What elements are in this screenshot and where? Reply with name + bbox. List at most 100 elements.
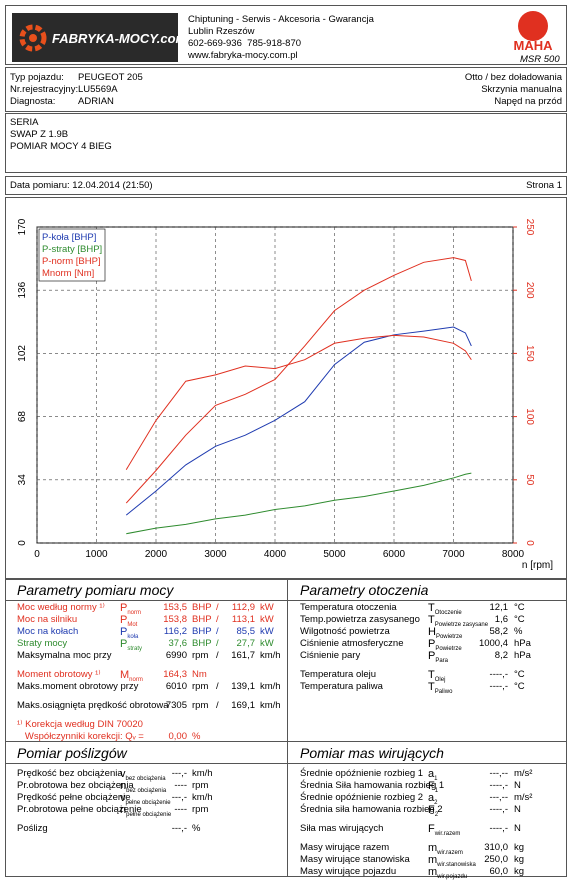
y-tick-label: 102 xyxy=(17,345,28,362)
x-tick-label: 0 xyxy=(34,549,40,560)
series-line: POMIAR MOCY 4 BIEG xyxy=(10,141,112,152)
row-label: Prędkość pełne obciążenie xyxy=(17,792,131,803)
row-label: Maksymalna moc przy xyxy=(17,650,112,661)
divider xyxy=(287,579,288,877)
section-title: Parametry otoczenia xyxy=(300,582,429,598)
value: 310,0 xyxy=(484,842,508,853)
value: 37,6 xyxy=(168,638,188,649)
symbol: TOlej xyxy=(428,669,446,684)
symbol: mwir.pojazdu xyxy=(428,866,468,881)
symbol-sub: straty xyxy=(127,646,143,653)
model: MSR 500 xyxy=(520,54,560,65)
symbol: Pnorm xyxy=(120,602,142,617)
row-label: Wilgotność powietrza xyxy=(300,626,390,637)
symbol-sub: Mot xyxy=(127,622,138,629)
unit: BHP xyxy=(192,638,212,649)
symbol-sub: pełne obciążenie xyxy=(125,800,171,807)
unit: kg xyxy=(514,866,525,877)
rule xyxy=(5,741,567,742)
symbol: a2 xyxy=(428,792,438,807)
row-label: Pr.obrotowa pełne obciążenie xyxy=(17,804,142,815)
unit: % xyxy=(514,626,523,637)
unit: kg xyxy=(514,854,525,865)
value: ----,- xyxy=(489,804,508,815)
row-label: Współczynniki korekcji: Qᵥ = xyxy=(17,731,144,742)
value: ---- xyxy=(174,780,187,791)
header-line: Chiptuning - Serwis - Akcesoria - Gwaran… xyxy=(188,14,374,25)
row-label: Moment obrotowy ¹⁾ xyxy=(17,669,101,680)
logo-gear xyxy=(19,24,47,52)
row-label: Moc według normy ¹⁾ xyxy=(17,602,105,613)
unit: °C xyxy=(514,614,525,625)
separator: / xyxy=(216,681,219,692)
value: ----,- xyxy=(489,681,508,692)
symbol-sub: Powietrze xyxy=(435,646,462,653)
legend-entry: Mnorm [Nm] xyxy=(42,268,94,279)
y2-tick-label: 100 xyxy=(524,408,535,425)
section-title: Pomiar poślizgów xyxy=(17,745,127,761)
value: 7305 xyxy=(165,700,187,711)
value: 139,1 xyxy=(231,681,255,692)
value: 85,5 xyxy=(236,626,256,637)
separator: / xyxy=(216,626,219,637)
value: 112,9 xyxy=(231,602,255,613)
separator: / xyxy=(216,638,219,649)
date: Data pomiaru: 12.04.2014 (21:50) xyxy=(10,180,153,191)
header-line: 602-669-936 785-918-870 xyxy=(188,38,302,49)
unit: kW xyxy=(260,626,274,637)
separator: / xyxy=(216,614,219,625)
symbol: HPowietrze xyxy=(428,626,463,641)
separator: / xyxy=(216,650,219,661)
unit: rpm xyxy=(192,700,209,711)
y2-tick-label: 50 xyxy=(524,474,535,486)
unit: hPa xyxy=(514,650,531,661)
unit: kW xyxy=(260,638,274,649)
rule xyxy=(5,600,567,601)
x-tick-label: 1000 xyxy=(85,549,108,560)
value: ---,- xyxy=(171,792,187,803)
unit: N xyxy=(514,780,521,791)
vehicle-info: Napęd na przód xyxy=(494,96,562,107)
header-line: Lublin Rzeszów xyxy=(188,26,255,37)
value: 8,2 xyxy=(494,650,508,661)
row-label: Średnie opóźnienie rozbieg 1 xyxy=(300,768,424,779)
unit: °C xyxy=(514,681,525,692)
y2-tick-label: 250 xyxy=(524,219,535,236)
value: ----,- xyxy=(489,780,508,791)
symbol: F1 xyxy=(428,780,439,795)
y-tick-label: 68 xyxy=(17,411,28,423)
y2-tick-label: 0 xyxy=(524,540,535,546)
vehicle-value: PEUGEOT 205 xyxy=(78,72,143,83)
symbol-sub: Olej xyxy=(434,677,446,684)
symbol: PPara xyxy=(428,650,449,665)
symbol: mwir.stanowiska xyxy=(428,854,476,869)
value: 6990 xyxy=(165,650,187,661)
symbol-sub: norm xyxy=(129,677,143,684)
symbol: nbez obciążenia xyxy=(120,780,167,795)
unit: % xyxy=(192,823,201,834)
unit: m/s² xyxy=(514,792,533,803)
value: 6010 xyxy=(165,681,187,692)
series-line: SWAP Z 1.9B xyxy=(10,129,69,140)
vehicle-label: Diagnosta: xyxy=(10,96,56,107)
y2-tick-label: 200 xyxy=(524,282,535,299)
value: 0,00 xyxy=(168,731,188,742)
symbol-sub: norm xyxy=(127,610,142,617)
symbol: a1 xyxy=(428,768,438,783)
maha-logo: MAHA xyxy=(514,11,553,53)
symbol: vpełne obciążenie xyxy=(120,792,171,807)
symbol: F2 xyxy=(428,804,439,819)
header-box xyxy=(5,5,567,65)
symbol-sub: wir.stanowiska xyxy=(437,862,476,869)
x-axis-label: n [rpm] xyxy=(522,560,553,571)
tables-box xyxy=(5,579,567,877)
logo: FABRYKA-MOCY.com xyxy=(12,13,187,62)
symbol: vbez obciążenia xyxy=(120,768,166,783)
x-tick-label: 4000 xyxy=(264,549,287,560)
y-tick-label: 136 xyxy=(17,281,28,298)
symbol-sub: 2 xyxy=(434,800,438,807)
unit: kg xyxy=(514,842,525,853)
symbol-sub: bez obciążenia xyxy=(126,788,167,795)
symbol-sub: koła xyxy=(127,634,139,641)
row-label: Masy wirujące pojazdu xyxy=(300,866,397,877)
